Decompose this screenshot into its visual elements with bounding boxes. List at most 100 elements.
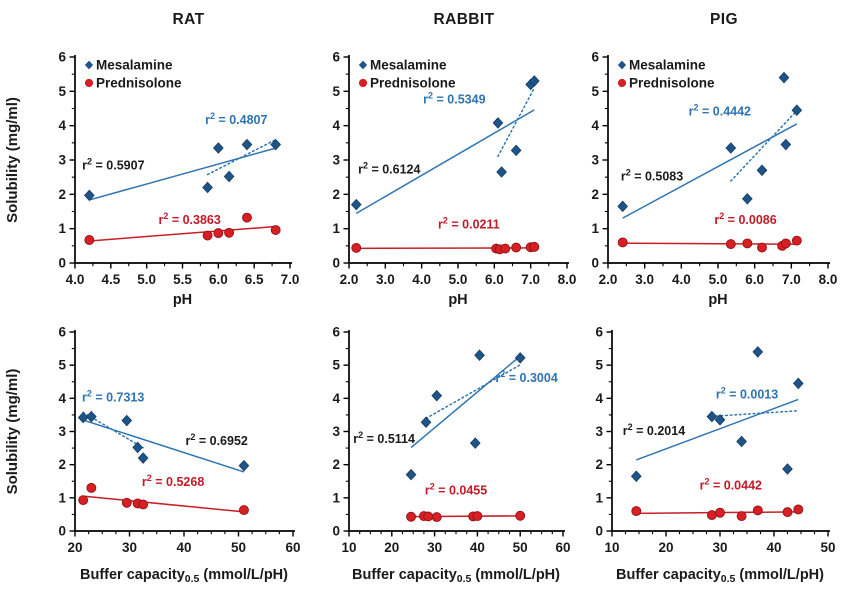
- r2-annotation: r2 = 0.0442: [700, 477, 762, 493]
- mesalamine-point: [405, 468, 417, 481]
- prednisolone-point: [86, 482, 97, 493]
- r2-annotation: r2 = 0.5907: [82, 157, 144, 173]
- prednisolone-point: [780, 238, 791, 249]
- mesalamine-point: [86, 410, 97, 423]
- prednisolone-point: [138, 499, 149, 510]
- y-tick-label: 4: [332, 118, 340, 133]
- mesalamine-point: [617, 200, 629, 213]
- r2-annotation: r2 = 0.0211: [438, 216, 500, 232]
- prednisolone-point: [725, 239, 736, 250]
- trendline-mesalamine-dotted: [425, 364, 521, 420]
- x-tick-label: 6.0: [745, 272, 764, 287]
- mesalamine-point: [514, 352, 526, 364]
- y-tick-label: 1: [591, 221, 599, 236]
- y-tick-label: 2: [595, 457, 603, 472]
- r2-annotation: r2 = 0.4442: [689, 102, 751, 118]
- x-tick-label: 30: [712, 540, 727, 555]
- trendline-mesalamine-solid: [355, 109, 535, 215]
- y-tick-label: 6: [332, 50, 340, 65]
- x-tick-label: 6.0: [485, 272, 504, 287]
- prednisolone-point: [511, 242, 522, 253]
- trendline-mesalamine-dotted: [206, 138, 277, 176]
- y-tick-label: 6: [595, 325, 603, 340]
- legend-item-mesalamine: Mesalamine: [358, 58, 447, 73]
- prednisolone-point: [706, 510, 717, 521]
- subplot-title: PIG: [710, 11, 738, 28]
- y-tick-label: 5: [332, 358, 340, 373]
- y-tick-label: 6: [58, 325, 66, 340]
- x-tick-label: 6.0: [209, 272, 228, 287]
- x-tick-label: 4.0: [412, 272, 431, 287]
- mesalamine-point: [83, 189, 95, 202]
- prednisolone-point: [617, 237, 628, 248]
- prednisolone-point: [84, 235, 95, 245]
- x-tick-label: 4.5: [101, 272, 120, 287]
- x-tick-label: 60: [285, 540, 300, 555]
- prednisolone-point: [406, 511, 417, 522]
- trendline-mesalamine-solid: [622, 123, 798, 219]
- x-tick-label: 30: [122, 540, 137, 555]
- subplot-rat-ph: 0 1 2 3 4 5 6 4.0 4.5 5.0 5.5 6.0 6.5 7.0 r2 = 0.5907 r…: [4, 11, 299, 308]
- x-tick-label: 10: [604, 540, 619, 555]
- y-tick-label: 4: [595, 391, 603, 406]
- subplot-rat-buffer: 0 1 2 3 4 5 6 20 30 40 50 60 r2 = 0.6952 r2 = 0.7313 r…: [4, 325, 301, 586]
- y-tick-label: 6: [591, 50, 599, 65]
- x-tick-label: 3.0: [376, 272, 395, 287]
- prednisolone-point: [631, 506, 642, 517]
- legend-item-mesalamine: Mesalamine: [84, 58, 173, 73]
- mesalamine-point: [780, 138, 792, 151]
- mesalamine-point: [420, 416, 432, 429]
- r2-annotation: r2 = 0.5349: [423, 90, 485, 106]
- y-tick-label: 0: [595, 524, 603, 539]
- y-tick-label: 3: [332, 153, 340, 168]
- prednisolone-point: [242, 212, 252, 223]
- y-tick-label: 1: [58, 221, 66, 236]
- y-tick-label: 1: [332, 490, 340, 505]
- mesalamine-point: [202, 181, 213, 194]
- y-tick-label: 3: [58, 424, 66, 439]
- axes-spines: [348, 330, 565, 532]
- y-tick-label: 6: [332, 325, 340, 340]
- mesalamine-point: [469, 437, 481, 449]
- y-tick-label: 0: [591, 256, 599, 271]
- y-tick-label: 0: [58, 256, 66, 271]
- mesalamine-point: [706, 410, 718, 423]
- prednisolone-point: [202, 230, 213, 241]
- x-axis-label: Buffer capacity0.5 (mmol/L/pH): [616, 567, 824, 585]
- prednisolone-point: [736, 511, 747, 522]
- x-tick-label: 40: [176, 540, 191, 555]
- x-tick-label: 3.0: [635, 272, 654, 287]
- x-tick-label: 6.5: [245, 272, 264, 287]
- subplot-pig-ph: 0 1 2 3 4 5 6 2.0 3.0 4.0 5.0 6.0 7.0 8.0 r2 = 0.5083 r…: [591, 11, 837, 308]
- subplot-title: RABBIT: [434, 11, 495, 28]
- x-tick-label: 2.0: [599, 272, 618, 287]
- y-tick-label: 6: [58, 50, 66, 65]
- mesalamine-point: [792, 377, 804, 390]
- r2-annotation: r2 = 0.3004: [495, 369, 557, 385]
- x-tick-label: 8.0: [558, 272, 577, 287]
- circle-icon: [84, 78, 94, 88]
- prednisolone-point: [121, 497, 132, 508]
- x-tick-label: 5.0: [449, 272, 468, 287]
- legend-label: Mesalamine: [96, 58, 173, 73]
- diamond-icon: [84, 60, 94, 70]
- mesalamine-point: [137, 452, 149, 464]
- x-tick-label: 20: [658, 540, 673, 555]
- prednisolone-point: [472, 511, 483, 522]
- x-tick-label: 50: [820, 540, 835, 555]
- x-axis-label: pH: [708, 292, 727, 308]
- y-tick-label: 2: [591, 187, 599, 202]
- subplot-rabbit-ph: 0 1 2 3 4 5 6 2.0 3.0 4.0 5.0 6.0 7.0 8.0 r2 = 0.6124 r…: [332, 11, 576, 308]
- x-tick-label: 5.0: [709, 272, 728, 287]
- x-tick-label: 10: [341, 540, 356, 555]
- x-tick-label: 4.0: [66, 272, 85, 287]
- diamond-icon: [358, 60, 368, 70]
- legend-item-prednisolone: Prednisolone: [358, 76, 456, 91]
- y-tick-label: 1: [332, 221, 340, 236]
- x-tick-label: 20: [67, 540, 82, 555]
- y-tick-label: 0: [332, 256, 340, 271]
- y-tick-label: 0: [58, 524, 66, 539]
- y-tick-label: 1: [595, 490, 603, 505]
- mesalamine-point: [630, 470, 642, 483]
